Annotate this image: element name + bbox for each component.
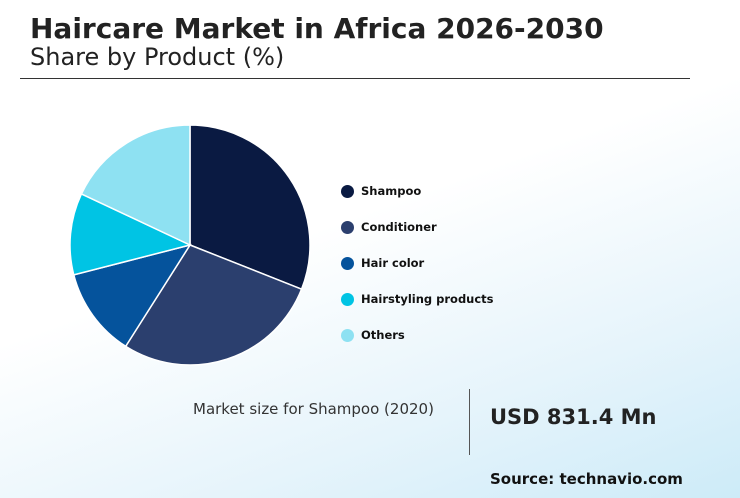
market-size-divider <box>469 389 470 455</box>
legend-item-hair-color: Hair color <box>341 245 494 281</box>
legend-label: Others <box>361 328 405 342</box>
legend-swatch <box>341 292 354 306</box>
pie-slice-shampoo <box>189 124 311 291</box>
chart-legend: Shampoo Conditioner Hair color Hairstyling … <box>341 173 494 353</box>
pie-slice-hair-color <box>72 243 192 348</box>
legend-label: Shampoo <box>361 184 422 198</box>
pie-slice-conditioner <box>124 244 303 366</box>
pie-slice-hairstyling-products <box>69 192 193 276</box>
source-credit: Source: technavio.com <box>490 470 683 488</box>
title-divider <box>20 78 690 79</box>
legend-item-shampoo: Shampoo <box>341 173 494 209</box>
legend-swatch <box>341 184 354 198</box>
legend-item-conditioner: Conditioner <box>341 209 494 245</box>
legend-item-others: Others <box>341 317 494 353</box>
legend-swatch <box>341 220 354 234</box>
legend-item-hairstyling-products: Hairstyling products <box>341 281 494 317</box>
legend-swatch <box>341 328 354 342</box>
chart-title: Haircare Market in Africa 2026-2030 <box>30 12 604 45</box>
legend-label: Hairstyling products <box>361 292 494 306</box>
legend-swatch <box>341 256 354 270</box>
legend-label: Hair color <box>361 256 425 270</box>
market-size-value: USD 831.4 Mn <box>490 405 657 429</box>
legend-label: Conditioner <box>361 220 437 234</box>
pie-slice-others <box>80 124 191 247</box>
market-size-label: Market size for Shampoo (2020) <box>193 400 434 418</box>
chart-subtitle: Share by Product (%) <box>30 43 285 71</box>
